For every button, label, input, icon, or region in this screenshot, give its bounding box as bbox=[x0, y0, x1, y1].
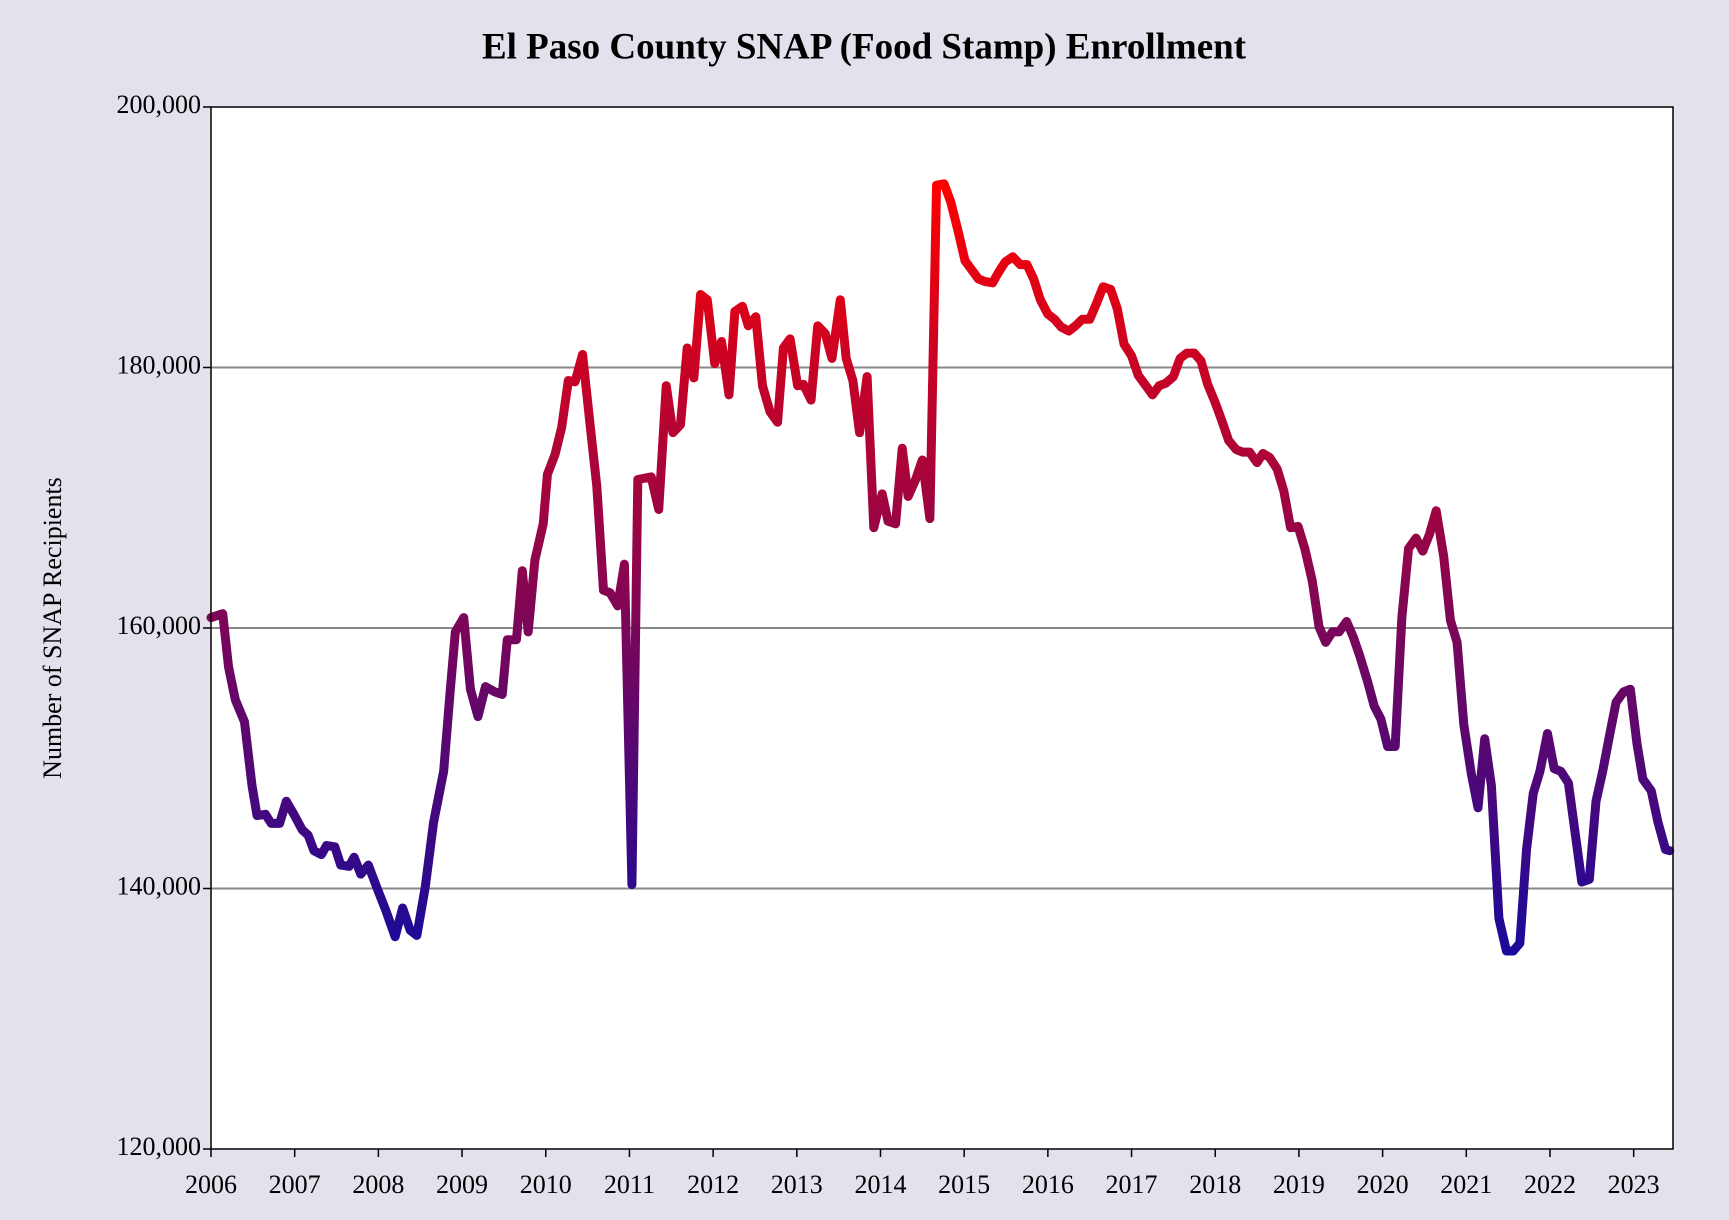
x-tick-label: 2011 bbox=[604, 1170, 655, 1199]
x-tick-label: 2010 bbox=[520, 1170, 572, 1199]
x-tick-label: 2007 bbox=[269, 1170, 321, 1199]
x-tick-label: 2016 bbox=[1022, 1170, 1074, 1199]
x-tick-label: 2015 bbox=[938, 1170, 990, 1199]
x-tick-label: 2014 bbox=[854, 1170, 906, 1199]
x-tick-label: 2017 bbox=[1106, 1170, 1158, 1199]
y-axis-label: Number of SNAP Recipients bbox=[38, 477, 67, 779]
y-tick-label: 140,000 bbox=[117, 871, 202, 900]
data-line bbox=[206, 179, 1675, 956]
x-tick-label: 2012 bbox=[687, 1170, 739, 1199]
x-tick-label: 2019 bbox=[1273, 1170, 1325, 1199]
y-tick-label: 160,000 bbox=[117, 611, 202, 640]
x-tick-label: 2006 bbox=[185, 1170, 237, 1199]
y-tick-label: 120,000 bbox=[117, 1132, 202, 1161]
x-tick-label: 2013 bbox=[771, 1170, 823, 1199]
x-tick-label: 2021 bbox=[1440, 1170, 1492, 1199]
x-tick-label: 2022 bbox=[1524, 1170, 1576, 1199]
plot-border bbox=[210, 106, 1674, 1150]
y-tick-label: 180,000 bbox=[117, 350, 202, 379]
x-tick-label: 2020 bbox=[1357, 1170, 1409, 1199]
x-tick-label: 2009 bbox=[436, 1170, 488, 1199]
chart-title: El Paso County SNAP (Food Stamp) Enrollm… bbox=[482, 26, 1247, 67]
y-tick-label: 200,000 bbox=[117, 90, 202, 119]
x-tick-label: 2008 bbox=[352, 1170, 404, 1199]
x-tick-label: 2018 bbox=[1189, 1170, 1241, 1199]
x-tick-label: 2023 bbox=[1608, 1170, 1660, 1199]
